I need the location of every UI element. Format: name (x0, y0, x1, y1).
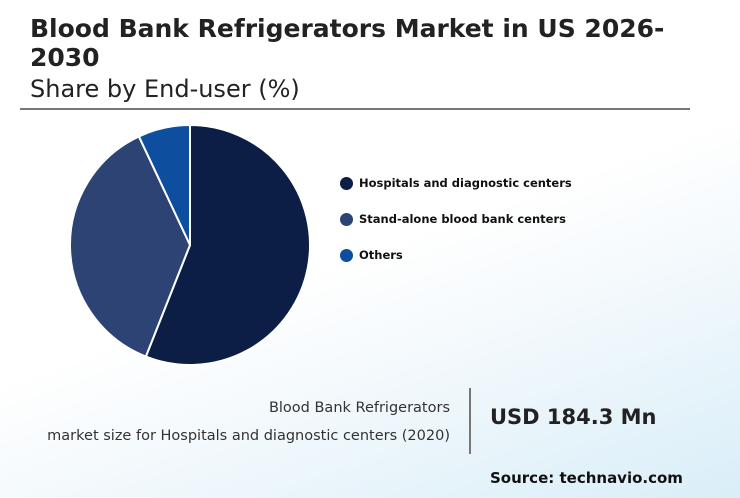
legend-swatch-hospitals (340, 176, 353, 190)
market-size-value: USD 184.3 Mn (490, 405, 657, 429)
info-divider (469, 388, 471, 454)
legend-item-hospitals: Hospitals and diagnostic centers (340, 174, 572, 192)
legend-label-standalone: Stand-alone blood bank centers (359, 212, 566, 226)
page-title: Blood Bank Refrigerators Market in US 20… (30, 14, 665, 72)
pie-slice-hospitals (144, 123, 311, 366)
legend-label-hospitals: Hospitals and diagnostic centers (359, 176, 572, 190)
legend-label-others: Others (359, 248, 403, 262)
legend-swatch-others (340, 248, 353, 262)
source-credit: Source: technavio.com (490, 469, 683, 487)
legend-item-others: Others (340, 246, 572, 264)
chart-legend: Hospitals and diagnostic centers Stand-a… (340, 174, 572, 282)
chart-subtitle: Share by End-user (%) (30, 75, 300, 103)
market-size-label-line1: Blood Bank Refrigerators (268, 400, 450, 416)
legend-item-standalone: Stand-alone blood bank centers (340, 210, 572, 228)
title-divider (20, 108, 690, 110)
market-size-label-line2: market size for Hospitals and diagnostic… (47, 428, 450, 444)
pie-slice-others (137, 123, 191, 246)
legend-swatch-standalone (340, 212, 353, 226)
pie-slice-standalone (69, 135, 192, 358)
